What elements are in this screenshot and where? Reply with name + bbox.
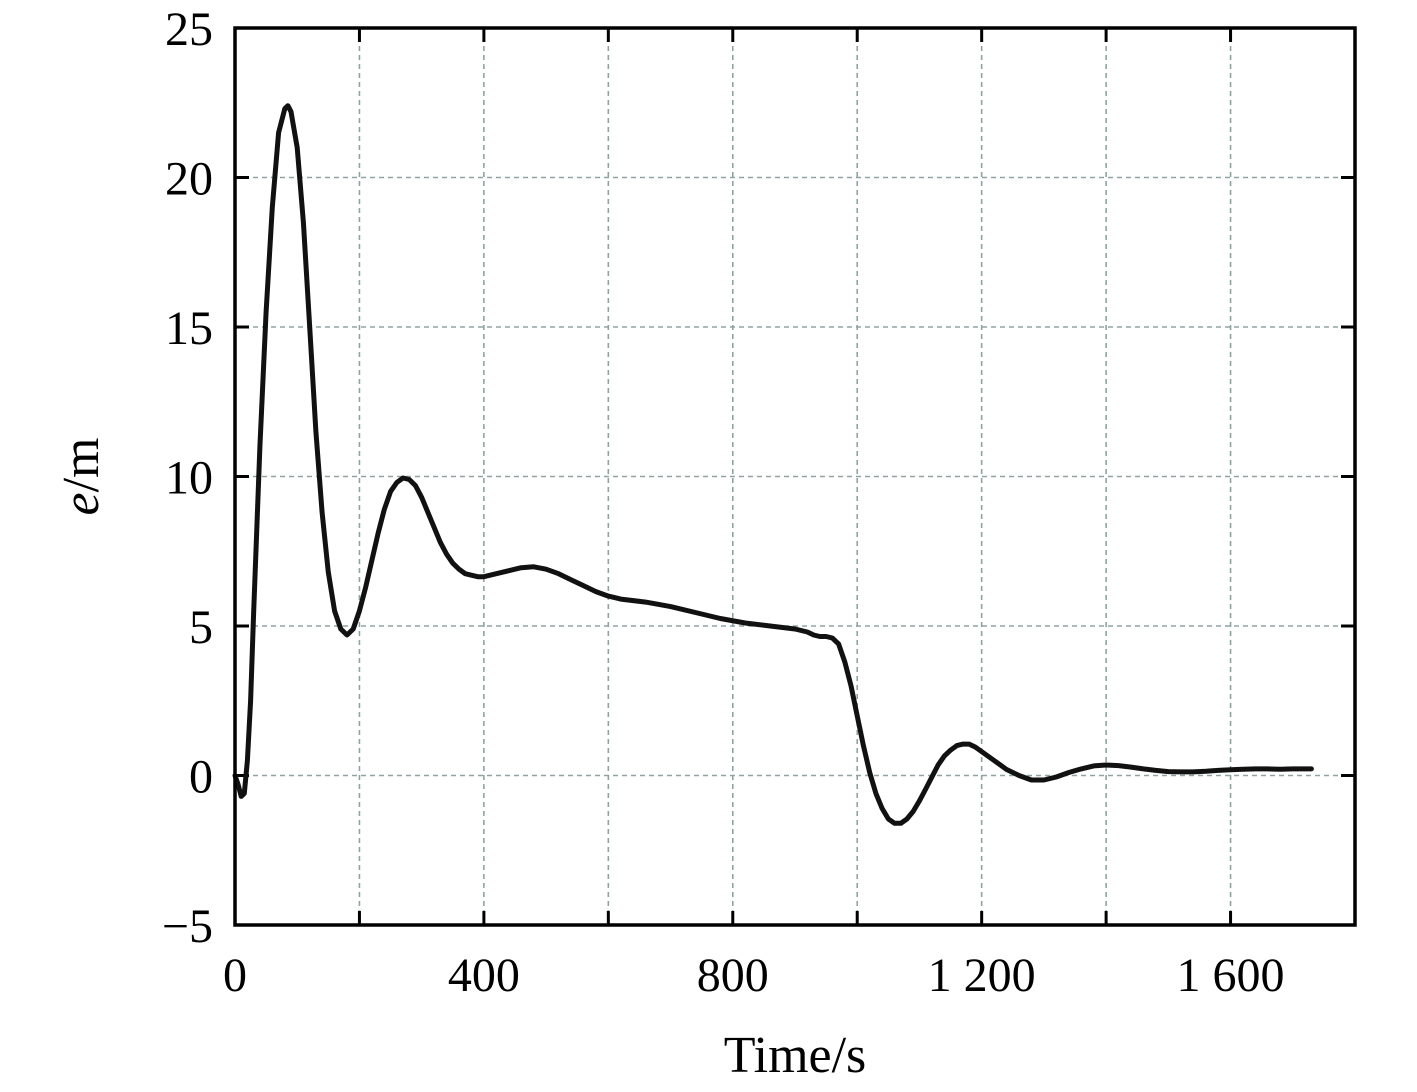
y-tick-label: 10 bbox=[165, 452, 213, 505]
x-tick-labels: 0 400 800 1 200 1 600 bbox=[223, 949, 1285, 1002]
x-tick-label: 400 bbox=[448, 949, 520, 1002]
x-tick-label: 0 bbox=[223, 949, 247, 1002]
y-axis-label: e/m bbox=[53, 438, 110, 516]
y-tick-label: 25 bbox=[165, 3, 213, 56]
grid-lines bbox=[235, 28, 1355, 925]
y-tick-label: 5 bbox=[189, 601, 213, 654]
x-tick-label: 800 bbox=[697, 949, 769, 1002]
x-axis-label: Time/s bbox=[724, 1027, 867, 1084]
series-layer bbox=[232, 103, 1314, 826]
y-tick-label: 15 bbox=[165, 302, 213, 355]
x-tick-label: 1 200 bbox=[928, 949, 1036, 1002]
y-tick-labels: −5 0 5 10 15 20 25 bbox=[162, 3, 213, 953]
y-tick-label: 20 bbox=[165, 153, 213, 206]
plot-frame bbox=[233, 26, 1357, 927]
x-tick-label: 1 600 bbox=[1177, 949, 1285, 1002]
y-axis-symbol: e bbox=[53, 492, 110, 515]
y-axis-unit: /m bbox=[53, 438, 110, 493]
y-tick-label: −5 bbox=[162, 900, 213, 953]
y-tick-label: 0 bbox=[189, 751, 213, 804]
series-line bbox=[232, 103, 1314, 826]
